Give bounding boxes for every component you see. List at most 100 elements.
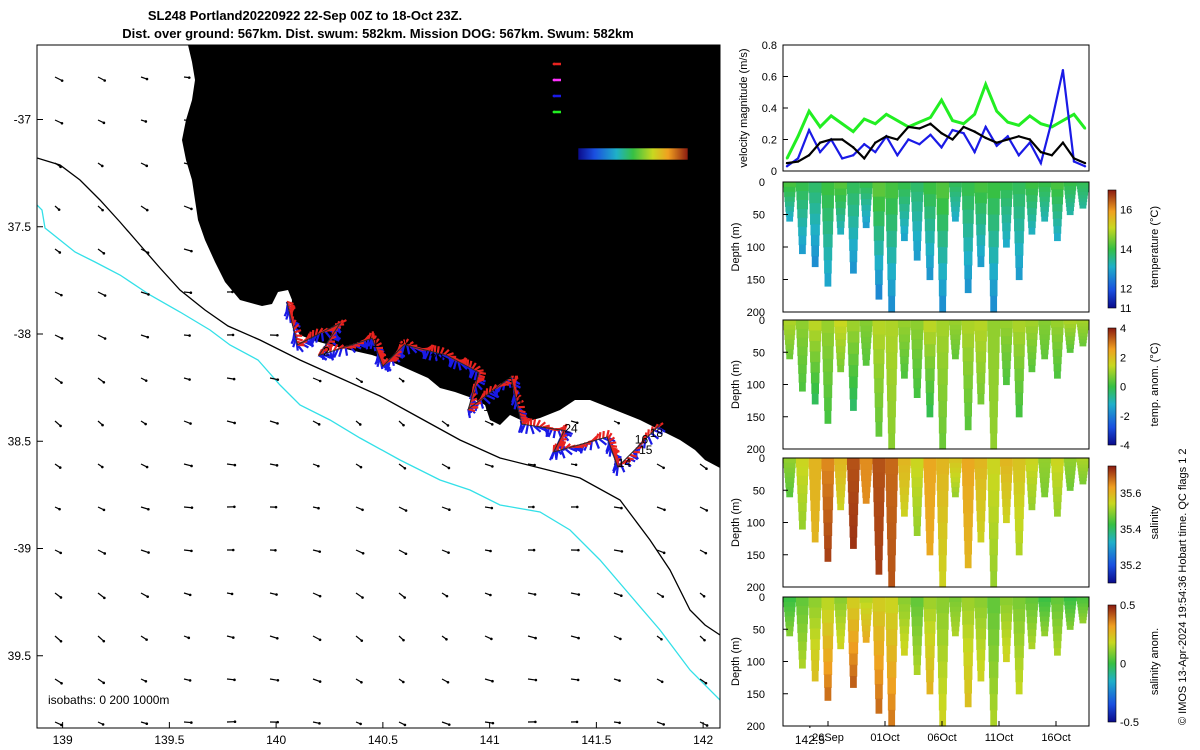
section-cell — [987, 458, 1001, 475]
section-cell — [887, 554, 896, 572]
section-cell — [1001, 352, 1012, 361]
swim-vector — [443, 349, 450, 356]
geo-vector-head — [577, 636, 580, 640]
section-cell — [1079, 619, 1087, 624]
geo-vector — [226, 420, 235, 424]
section-cell — [999, 458, 1013, 467]
swim-vector — [317, 327, 324, 335]
velocity-point — [1006, 138, 1009, 141]
map-y-tick-label: 39.5 — [8, 649, 32, 663]
current-vector — [428, 351, 433, 361]
section-cell — [785, 349, 794, 355]
swim-vector — [626, 456, 634, 461]
figure-title-line2: Dist. over ground: 567km. Dist. swum: 58… — [122, 26, 634, 41]
section-cell — [1065, 470, 1076, 475]
section-cell — [937, 247, 948, 264]
section-cell — [862, 353, 871, 361]
section-cell — [885, 336, 898, 353]
section-cell — [898, 196, 911, 205]
geo-vector-head — [103, 337, 107, 340]
section-cell — [1064, 190, 1076, 195]
section-cell — [1076, 182, 1090, 186]
section-cell — [962, 347, 974, 362]
section-cell — [911, 191, 924, 203]
current-vector — [469, 369, 476, 379]
section-cell — [824, 674, 832, 688]
current-vector — [486, 394, 496, 401]
section-cell — [961, 182, 975, 197]
swim-vector — [602, 430, 605, 439]
section-cell — [1053, 494, 1062, 503]
section-cell — [948, 458, 962, 464]
swim-vector — [635, 445, 644, 450]
section-cell — [936, 597, 950, 614]
section-cell — [796, 337, 809, 348]
section-cell — [783, 458, 797, 464]
section-cell — [923, 470, 936, 483]
section-cell — [875, 698, 883, 714]
velocity-point — [840, 138, 844, 141]
geo-vector-head — [60, 337, 64, 340]
section-cell — [1000, 613, 1013, 622]
geo-vector-head — [662, 551, 666, 555]
section-cell — [834, 464, 847, 472]
section-cell — [938, 279, 947, 297]
velocity-point — [984, 83, 987, 86]
geo-vector-head — [318, 550, 322, 553]
geo-vector-head — [705, 467, 708, 471]
section-cell — [822, 622, 834, 637]
section-cell — [1078, 198, 1088, 203]
section-cell — [875, 407, 883, 423]
geo-vector-head — [103, 552, 107, 555]
section-cell — [809, 192, 822, 204]
section-cell — [974, 607, 987, 619]
section-cell — [987, 320, 1001, 337]
swim-vector — [629, 453, 637, 458]
section-y-tick-label: 0 — [759, 453, 765, 465]
geo-vector — [97, 592, 105, 599]
section-cell — [988, 522, 999, 540]
swim-vector — [482, 390, 486, 398]
section-cell — [848, 491, 859, 504]
section-cell — [872, 458, 886, 474]
swim-vector — [476, 369, 484, 373]
section-cell — [785, 626, 794, 632]
section-colorbar-tick: 0 — [1120, 382, 1126, 394]
section-cell — [875, 421, 883, 437]
section-cell — [1040, 349, 1049, 355]
section-y-tick-label: 150 — [747, 689, 765, 701]
geo-vector — [97, 334, 106, 340]
section-cell — [1001, 490, 1012, 499]
section-cell — [939, 709, 947, 727]
section-cell — [1077, 464, 1089, 469]
section-cell — [900, 356, 909, 365]
section-cell — [811, 520, 820, 532]
section-cell — [796, 328, 809, 339]
section-cell — [1051, 334, 1064, 343]
section-cell — [1064, 328, 1076, 333]
section-cell — [912, 358, 922, 369]
section-cell — [938, 263, 947, 281]
geo-vector-head — [102, 252, 106, 255]
section-cell — [859, 320, 873, 327]
section-cell — [963, 251, 973, 266]
section-cell — [988, 230, 999, 248]
geo-vector-head — [145, 77, 149, 81]
swim-vector — [518, 409, 526, 414]
section-cell — [949, 324, 962, 331]
velocity-point — [796, 135, 800, 138]
section-cell — [1025, 320, 1039, 328]
section-cell — [1027, 483, 1037, 491]
geo-vector — [54, 334, 63, 339]
swim-vector — [390, 357, 398, 362]
section-cell — [835, 477, 846, 485]
geo-vector-head — [276, 720, 279, 724]
map-x-tick-label: 140 — [266, 733, 286, 747]
velocity-y-tick-label: 0.6 — [762, 72, 777, 84]
section-cell — [924, 356, 936, 369]
section-cell — [811, 255, 819, 268]
swim-vector — [609, 444, 618, 448]
geo-vector-head — [188, 679, 192, 682]
section-cell — [1052, 626, 1063, 634]
